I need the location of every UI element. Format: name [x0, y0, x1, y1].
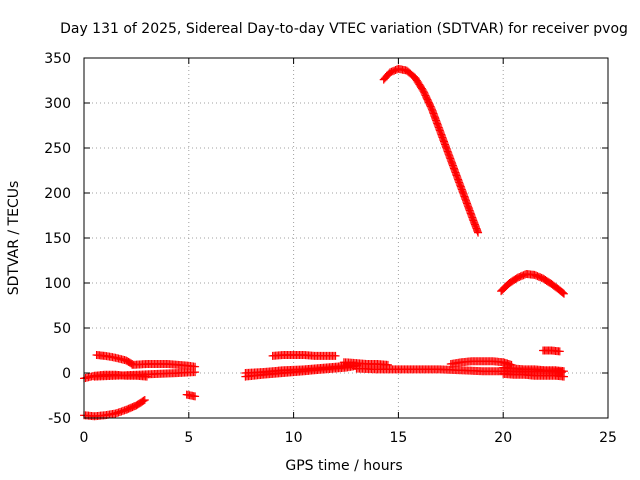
- y-tick-label: 350: [44, 51, 71, 67]
- data-point: [191, 368, 200, 377]
- chart-title: Day 131 of 2025, Sidereal Day-to-day VTE…: [60, 21, 628, 37]
- series-seg-05: [90, 368, 200, 381]
- y-tick-label: 150: [44, 231, 71, 247]
- y-tick-label: 200: [44, 186, 71, 202]
- y-tick-label: 0: [62, 366, 71, 382]
- y-tick-label: 250: [44, 141, 71, 157]
- y-tick-labels: -50 0 50 100 150 200 250 300 350: [44, 51, 71, 427]
- series-seg-17: [539, 346, 564, 356]
- series-seg-14: [497, 270, 568, 298]
- data-point: [474, 228, 483, 237]
- y-tick-label: 50: [53, 321, 71, 337]
- data-point: [558, 288, 567, 297]
- axis-ticks: [83, 57, 609, 419]
- data-point: [191, 392, 200, 401]
- data-point: [139, 396, 148, 405]
- x-tick-label: 25: [599, 430, 617, 446]
- series-seg-01: [80, 396, 149, 421]
- series-seg-09: [268, 351, 340, 360]
- data-point: [559, 372, 568, 381]
- x-tick-label: 15: [389, 430, 407, 446]
- x-axis-label: GPS time / hours: [285, 458, 402, 474]
- series-seg-16: [499, 369, 568, 381]
- series-seg-03: [92, 351, 137, 368]
- data-point: [559, 289, 568, 298]
- y-tick-label: 300: [44, 96, 71, 112]
- series-seg-06: [182, 390, 200, 401]
- data-point: [331, 351, 340, 360]
- x-tick-label: 0: [80, 430, 89, 446]
- x-tick-label: 5: [184, 430, 193, 446]
- data-point: [555, 347, 564, 356]
- data-point: [140, 396, 149, 404]
- y-tick-label: 100: [44, 276, 71, 292]
- series-seg-08: [241, 361, 361, 381]
- data-marks: [80, 64, 568, 421]
- x-tick-label: 10: [285, 430, 303, 446]
- x-tick-label: 20: [494, 430, 512, 446]
- series-seg-12: [379, 64, 483, 237]
- series-seg-04: [128, 360, 200, 371]
- x-tick-labels: 0 5 10 15 20 25: [80, 430, 617, 446]
- y-axis-label: SDTVAR / TECUs: [6, 181, 22, 296]
- y-tick-label: -50: [48, 411, 71, 427]
